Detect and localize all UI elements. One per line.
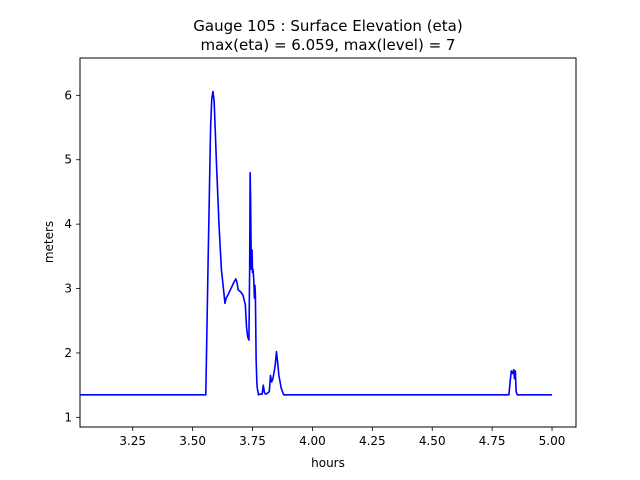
- y-tick-label: 4: [64, 217, 72, 231]
- y-tick-label: 3: [64, 282, 72, 296]
- x-tick-label: 5.00: [539, 434, 566, 448]
- chart-subtitle: max(eta) = 6.059, max(level) = 7: [201, 36, 456, 54]
- x-tick-label: 3.75: [239, 434, 266, 448]
- x-axis-label: hours: [311, 456, 345, 470]
- x-tick-label: 4.00: [299, 434, 326, 448]
- y-tick-label: 5: [64, 153, 72, 167]
- x-tick-label: 4.75: [479, 434, 506, 448]
- x-tick-label: 3.50: [179, 434, 206, 448]
- x-tick-label: 4.25: [359, 434, 386, 448]
- y-tick-label: 2: [64, 346, 72, 360]
- y-tick-label: 6: [64, 88, 72, 102]
- x-tick-label: 4.50: [419, 434, 446, 448]
- axis-ticks: 3.25 3.50 3.75 4.00 4.25 4.50 4.75 5.00 1 2 3 4 5 6: [64, 88, 565, 448]
- x-tick-label: 3.25: [119, 434, 146, 448]
- y-axis-label: meters: [42, 221, 56, 263]
- chart-title: Gauge 105 : Surface Elevation (eta): [193, 17, 462, 35]
- plot-area: [80, 58, 576, 427]
- series-line: [80, 90, 553, 396]
- plot-frame: [79, 57, 577, 428]
- y-tick-label: 1: [64, 410, 72, 424]
